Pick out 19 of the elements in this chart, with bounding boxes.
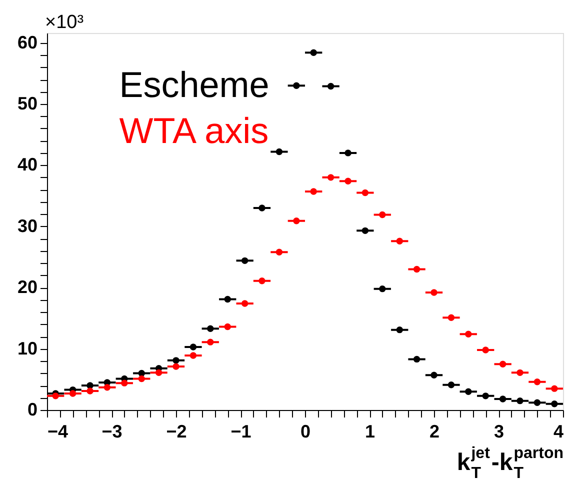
y-tick-label: 60 <box>17 32 38 52</box>
x-tick-label: 3 <box>494 422 504 442</box>
series-label: WTA axis <box>119 110 269 151</box>
y-tick-label: 10 <box>17 338 38 358</box>
x-tick-label: 4 <box>553 422 564 442</box>
y-tick-label: 30 <box>17 216 38 236</box>
series-label: Escheme <box>119 64 270 105</box>
x-tick-label: 1 <box>364 422 376 442</box>
y-axis-title: ×10³ <box>45 12 84 33</box>
x-tick-label: −3 <box>102 422 122 442</box>
y-tick-label: 20 <box>17 277 38 298</box>
x-tick-label: 0 <box>300 422 311 442</box>
y-tick-label: 0 <box>27 400 38 420</box>
y-tick-label: 50 <box>17 93 38 114</box>
x-tick-label: −1 <box>230 422 252 442</box>
x-tick-label: 2 <box>429 422 440 442</box>
x-tick-label: −2 <box>166 422 187 442</box>
y-tick-label: 40 <box>17 154 38 175</box>
x-tick-label: −4 <box>48 422 68 442</box>
